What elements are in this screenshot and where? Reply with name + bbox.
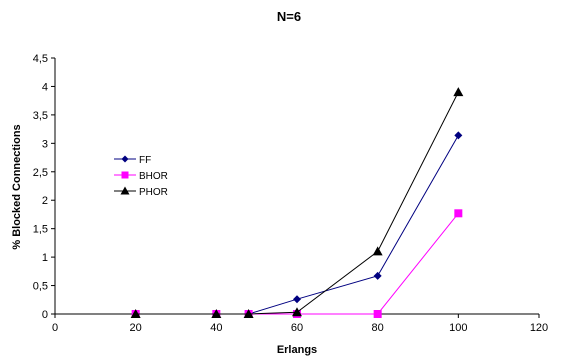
legend-label: FF: [139, 155, 151, 166]
data-point-bhor: [373, 310, 382, 318]
y-axis-title: % Blocked Connections: [11, 124, 23, 249]
x-tick-label: 0: [52, 322, 58, 334]
y-tick-label: 0,5: [33, 281, 48, 293]
axes: 0 0,5 1 1,5 2 2,5 3 3,5 4 4,5 0 20 40 60 80 100 120: [33, 53, 548, 334]
legend-marker-triangle: [120, 186, 130, 195]
x-tick-label: 20: [130, 322, 142, 334]
y-tick-label: 3: [42, 138, 48, 150]
y-tick-label: 3,5: [33, 110, 48, 122]
data-point-phor: [243, 309, 254, 318]
x-axis-title: Erlangs: [277, 344, 317, 356]
data-point-phor: [130, 309, 141, 318]
data-point-phor: [211, 309, 222, 318]
series-line-ff: [135, 135, 459, 315]
y-tick-label: 1: [42, 252, 48, 264]
data-point-phor: [292, 307, 302, 317]
y-tick-label: 1,5: [33, 224, 48, 236]
legend-label: BHOR: [139, 171, 168, 182]
series-layer: [130, 87, 464, 318]
data-point-ff: [293, 295, 301, 304]
data-point-phor: [453, 87, 464, 97]
y-tick-label: 2: [42, 195, 48, 207]
legend-label: PHOR: [139, 187, 168, 198]
legend-item-ff: FF: [114, 155, 151, 166]
legend-marker-diamond: [121, 155, 129, 163]
x-tick-label: 100: [449, 322, 467, 334]
data-point-ff: [454, 131, 463, 140]
x-tick-label: 60: [291, 322, 303, 334]
series-ff: [131, 131, 463, 318]
data-point-bhor: [454, 209, 463, 218]
x-tick-label: 80: [372, 322, 384, 334]
y-tick-label: 4,5: [33, 53, 48, 65]
y-tick-label: 2,5: [33, 167, 48, 179]
y-tick-label: 0: [42, 309, 48, 321]
data-point-ff: [373, 271, 382, 280]
y-tick-label: 4: [42, 81, 48, 93]
x-tick-label: 120: [530, 322, 548, 334]
legend-marker-square: [121, 171, 129, 179]
data-point-phor: [372, 246, 383, 256]
chart-title: N=6: [277, 9, 301, 24]
series-phor: [130, 87, 464, 318]
legend-item-bhor: BHOR: [114, 171, 168, 182]
series-line-phor: [135, 91, 459, 315]
x-tick-label: 40: [210, 322, 222, 334]
legend: FF BHOR PHOR: [114, 155, 168, 198]
legend-item-phor: PHOR: [114, 186, 168, 198]
